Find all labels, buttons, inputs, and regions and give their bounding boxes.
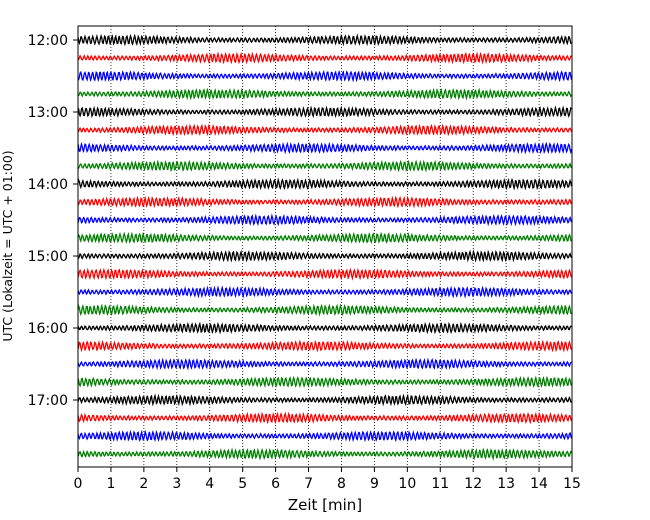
- trace-1645: [77, 375, 573, 389]
- trace-1315: [77, 123, 573, 137]
- y-tick-label: 13:00: [28, 105, 68, 121]
- trace-1200: [77, 33, 572, 47]
- trace-1300: [77, 105, 572, 119]
- trace-1215: [77, 51, 572, 65]
- x-tick-label: 6: [271, 476, 280, 492]
- x-tick-label: 10: [398, 476, 416, 492]
- trace-1530: [77, 285, 573, 299]
- x-tick-label: 12: [464, 476, 482, 492]
- x-tick-label: 15: [563, 476, 581, 492]
- plot-background: [78, 26, 572, 467]
- x-tick-label: 2: [139, 476, 148, 492]
- x-tick-label: 5: [238, 476, 247, 492]
- x-axis-ticks: 0 1 2 3 4 5 6 7 8 9 10 11 12 13 14 15: [74, 467, 581, 492]
- x-tick-label: 0: [74, 476, 83, 492]
- trace-1715: [77, 411, 573, 425]
- trace-1730: [77, 429, 573, 443]
- seismic-traces: [77, 33, 573, 461]
- x-tick-label: 11: [431, 476, 449, 492]
- y-tick-label: 12:00: [28, 33, 68, 49]
- y-axis-label: UTC (Lokalzeit = UTC + 01:00): [0, 150, 15, 341]
- trace-1230: [77, 69, 573, 83]
- x-tick-label: 1: [106, 476, 115, 492]
- y-tick-label: 15:00: [28, 249, 68, 265]
- trace-1700: [77, 393, 572, 407]
- trace-1400: [77, 177, 573, 191]
- trace-1345: [77, 159, 573, 173]
- y-tick-label: 16:00: [28, 321, 68, 337]
- trace-1745: [77, 447, 573, 461]
- x-tick-label: 7: [304, 476, 313, 492]
- trace-1245: [77, 87, 573, 101]
- x-tick-label: 8: [337, 476, 346, 492]
- y-tick-label: 17:00: [28, 393, 68, 409]
- x-tick-label: 3: [172, 476, 181, 492]
- x-tick-label: 14: [530, 476, 548, 492]
- trace-1615: [77, 339, 573, 353]
- trace-1445: [77, 231, 572, 245]
- x-tick-label: 13: [497, 476, 515, 492]
- trace-1430: [77, 213, 573, 227]
- trace-1515: [77, 267, 573, 281]
- x-tick-label: 4: [205, 476, 214, 492]
- trace-1415: [77, 195, 573, 209]
- x-axis-label: Zeit [min]: [288, 496, 362, 514]
- trace-1500: [77, 249, 573, 263]
- trace-1600: [77, 321, 572, 335]
- trace-1630: [77, 357, 572, 371]
- x-tick-label: 9: [370, 476, 379, 492]
- y-axis-ticks: 12:00 13:00 14:00 15:00 16:00 17:00: [28, 33, 78, 409]
- plot-frame: [77, 25, 573, 468]
- y-tick-label: 14:00: [28, 177, 68, 193]
- trace-1330: [77, 141, 573, 155]
- trace-1545: [77, 303, 572, 317]
